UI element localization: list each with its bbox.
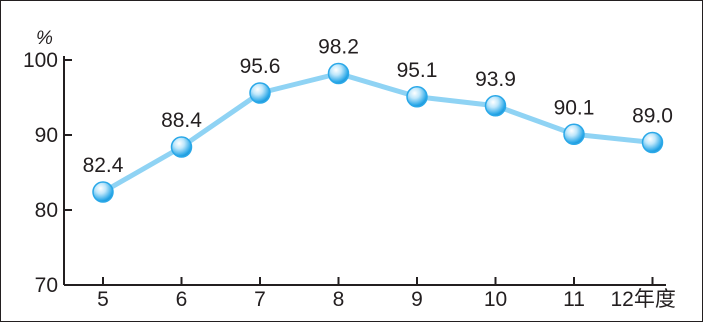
data-label: 95.6 bbox=[240, 55, 281, 78]
y-tick-label: 70 bbox=[35, 274, 58, 297]
data-label: 95.1 bbox=[397, 59, 438, 82]
data-label: 82.4 bbox=[83, 154, 124, 177]
x-tick-label: 11 bbox=[563, 288, 585, 311]
data-label: 90.1 bbox=[554, 96, 595, 119]
data-point bbox=[563, 123, 585, 145]
data-point bbox=[92, 181, 114, 203]
data-label: 98.2 bbox=[318, 36, 359, 59]
x-tick-label: 6 bbox=[176, 288, 188, 311]
data-point bbox=[641, 131, 664, 154]
y-axis-ticks: 70 80 90 100 bbox=[23, 49, 72, 297]
x-tick-label: 12年度 bbox=[611, 288, 676, 311]
x-tick-label: 7 bbox=[254, 288, 266, 311]
data-label: 88.4 bbox=[161, 109, 202, 132]
data-label: 89.0 bbox=[632, 105, 673, 128]
series-line bbox=[100, 71, 655, 195]
y-tick-label: 100 bbox=[23, 49, 58, 72]
x-tick-label: 10 bbox=[484, 288, 507, 311]
data-point bbox=[484, 95, 507, 117]
y-unit-label: % bbox=[36, 28, 53, 49]
x-axis-ticks: 5 6 7 8 9 10 11 12年度 bbox=[97, 277, 676, 311]
x-tick-label: 5 bbox=[97, 288, 109, 311]
data-point bbox=[327, 62, 350, 85]
data-point bbox=[249, 82, 271, 104]
data-label: 93.9 bbox=[475, 68, 516, 91]
series-markers bbox=[92, 62, 664, 203]
x-tick-label: 8 bbox=[333, 288, 345, 311]
data-point bbox=[406, 86, 428, 108]
y-tick-label: 90 bbox=[35, 124, 58, 147]
x-tick-label: 9 bbox=[411, 288, 423, 311]
data-point bbox=[170, 136, 193, 158]
y-tick-label: 80 bbox=[35, 199, 58, 222]
axes bbox=[63, 56, 666, 286]
data-labels: 82.4 88.4 95.6 98.2 95.1 93.9 90.1 89.0 bbox=[83, 36, 673, 178]
